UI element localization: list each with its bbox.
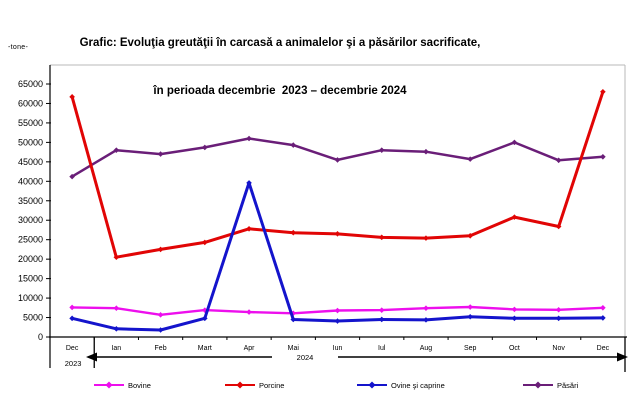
x-axis-month-label: Dec bbox=[66, 345, 79, 352]
legend-marker-bovine bbox=[94, 381, 124, 389]
x-axis-month-label: Dec bbox=[597, 345, 610, 352]
series-marker-2 bbox=[246, 225, 252, 232]
y-axis-tick-label: 15000 bbox=[18, 274, 43, 284]
chart-title-line2: în perioada decembrie 2023 – decembrie 2… bbox=[153, 85, 407, 97]
year-arrow-right-head bbox=[617, 352, 628, 362]
x-axis-month-label: Oct bbox=[509, 345, 520, 352]
y-axis-tick-label: 60000 bbox=[18, 98, 43, 108]
series-marker-1 bbox=[69, 304, 75, 311]
series-marker-1 bbox=[467, 304, 473, 310]
series-marker-2 bbox=[467, 233, 473, 239]
series-marker-1 bbox=[202, 307, 208, 313]
y-axis-tick-label: 35000 bbox=[18, 196, 43, 206]
y-axis-tick-label: 5000 bbox=[23, 313, 43, 323]
legend-marker-ovine bbox=[357, 381, 387, 389]
series-marker-3 bbox=[378, 316, 385, 323]
x-axis-month-label: Mai bbox=[288, 345, 300, 352]
y-axis-tick-label: 30000 bbox=[18, 215, 43, 225]
series-marker-1 bbox=[511, 306, 518, 313]
series-marker-3 bbox=[467, 313, 473, 320]
series-marker-2 bbox=[202, 239, 208, 246]
series-marker-2 bbox=[157, 246, 164, 253]
year-arrow-left-head bbox=[86, 352, 97, 362]
x-axis-month-label: Apr bbox=[244, 345, 256, 352]
series-marker-2 bbox=[378, 234, 385, 241]
series-marker-4 bbox=[378, 147, 385, 153]
y-axis-tick-label: 55000 bbox=[18, 118, 43, 128]
legend-item-pasari: Păsări bbox=[523, 378, 578, 392]
series-marker-3 bbox=[600, 315, 606, 321]
chart-legend: Bovine Porcine Ovine şi caprine Păsări bbox=[0, 378, 635, 394]
year-label-2024: 2024 bbox=[297, 353, 314, 362]
x-axis-month-label: Sep bbox=[464, 345, 477, 352]
series-marker-3 bbox=[113, 326, 120, 332]
series-marker-1 bbox=[246, 309, 252, 315]
y-axis-tick-label: 20000 bbox=[18, 254, 43, 264]
series-marker-2 bbox=[511, 214, 518, 220]
y-axis-tick-label: 25000 bbox=[18, 235, 43, 245]
series-marker-3 bbox=[334, 318, 341, 324]
y-axis-tick-label: 10000 bbox=[18, 293, 43, 303]
x-axis-month-label: Aug bbox=[420, 345, 433, 352]
x-axis-month-label: Iun bbox=[333, 345, 343, 352]
legend-item-bovine: Bovine bbox=[94, 378, 151, 392]
y-axis-unit-label: -tone- bbox=[8, 44, 29, 51]
chart-title: Grafic: Evoluţia greutăţii în carcasă a … bbox=[0, 3, 560, 131]
series-marker-3 bbox=[69, 315, 75, 322]
x-axis-month-label: Nov bbox=[552, 345, 565, 352]
series-marker-2 bbox=[113, 254, 120, 261]
series-marker-3 bbox=[246, 180, 252, 186]
x-axis-month-label: Iul bbox=[378, 345, 386, 352]
y-axis-tick-label: 50000 bbox=[18, 137, 43, 147]
series-marker-1 bbox=[157, 312, 164, 318]
series-marker-2 bbox=[290, 229, 297, 236]
series-marker-4 bbox=[202, 144, 208, 151]
series-marker-3 bbox=[202, 315, 208, 322]
series-marker-3 bbox=[290, 316, 297, 323]
series-marker-3 bbox=[555, 315, 562, 322]
series-marker-2 bbox=[423, 235, 429, 241]
series-marker-1 bbox=[113, 305, 120, 311]
series-marker-1 bbox=[555, 306, 562, 313]
series-marker-1 bbox=[423, 305, 429, 311]
series-marker-2 bbox=[334, 231, 341, 237]
x-axis-month-label: Feb bbox=[155, 345, 167, 352]
y-axis-tick-label: 65000 bbox=[18, 79, 43, 89]
y-axis-tick-label: 45000 bbox=[18, 157, 43, 167]
legend-label-porcine: Porcine bbox=[259, 380, 285, 390]
series-marker-4 bbox=[334, 157, 341, 163]
series-marker-1 bbox=[378, 307, 385, 313]
series-marker-1 bbox=[600, 305, 606, 311]
legend-label-ovine: Ovine şi caprine bbox=[391, 380, 445, 390]
year-label-2023: 2023 bbox=[65, 359, 82, 368]
series-marker-4 bbox=[246, 135, 252, 142]
legend-item-ovine: Ovine şi caprine bbox=[357, 378, 445, 392]
y-axis-tick-label: 40000 bbox=[18, 176, 43, 186]
chart-title-line1: Grafic: Evoluţia greutăţii în carcasă a … bbox=[79, 37, 481, 49]
line-chart-canvas: 0 5000 10000 15000 20000 25000 30000 35000 40000… bbox=[18, 64, 628, 372]
y-axis-tick-label: 0 bbox=[38, 332, 43, 342]
legend-marker-porcine bbox=[225, 381, 255, 389]
series-marker-3 bbox=[157, 327, 164, 333]
series-marker-4 bbox=[423, 148, 429, 155]
legend-label-pasari: Păsări bbox=[557, 380, 579, 390]
legend-marker-pasari bbox=[523, 381, 553, 389]
legend-item-porcine: Porcine bbox=[225, 378, 284, 392]
x-axis-month-label: Mart bbox=[198, 345, 212, 352]
legend-label-bovine: Bovine bbox=[128, 380, 151, 390]
series-marker-3 bbox=[511, 315, 518, 322]
series-marker-2 bbox=[555, 223, 562, 230]
series-marker-4 bbox=[600, 153, 606, 160]
series-marker-2 bbox=[69, 94, 75, 100]
series-marker-3 bbox=[423, 317, 429, 323]
series-marker-1 bbox=[334, 307, 341, 314]
x-axis-month-label: Ian bbox=[111, 345, 121, 352]
series-marker-4 bbox=[157, 151, 164, 157]
series-marker-4 bbox=[290, 142, 297, 148]
series-marker-4 bbox=[511, 139, 518, 146]
